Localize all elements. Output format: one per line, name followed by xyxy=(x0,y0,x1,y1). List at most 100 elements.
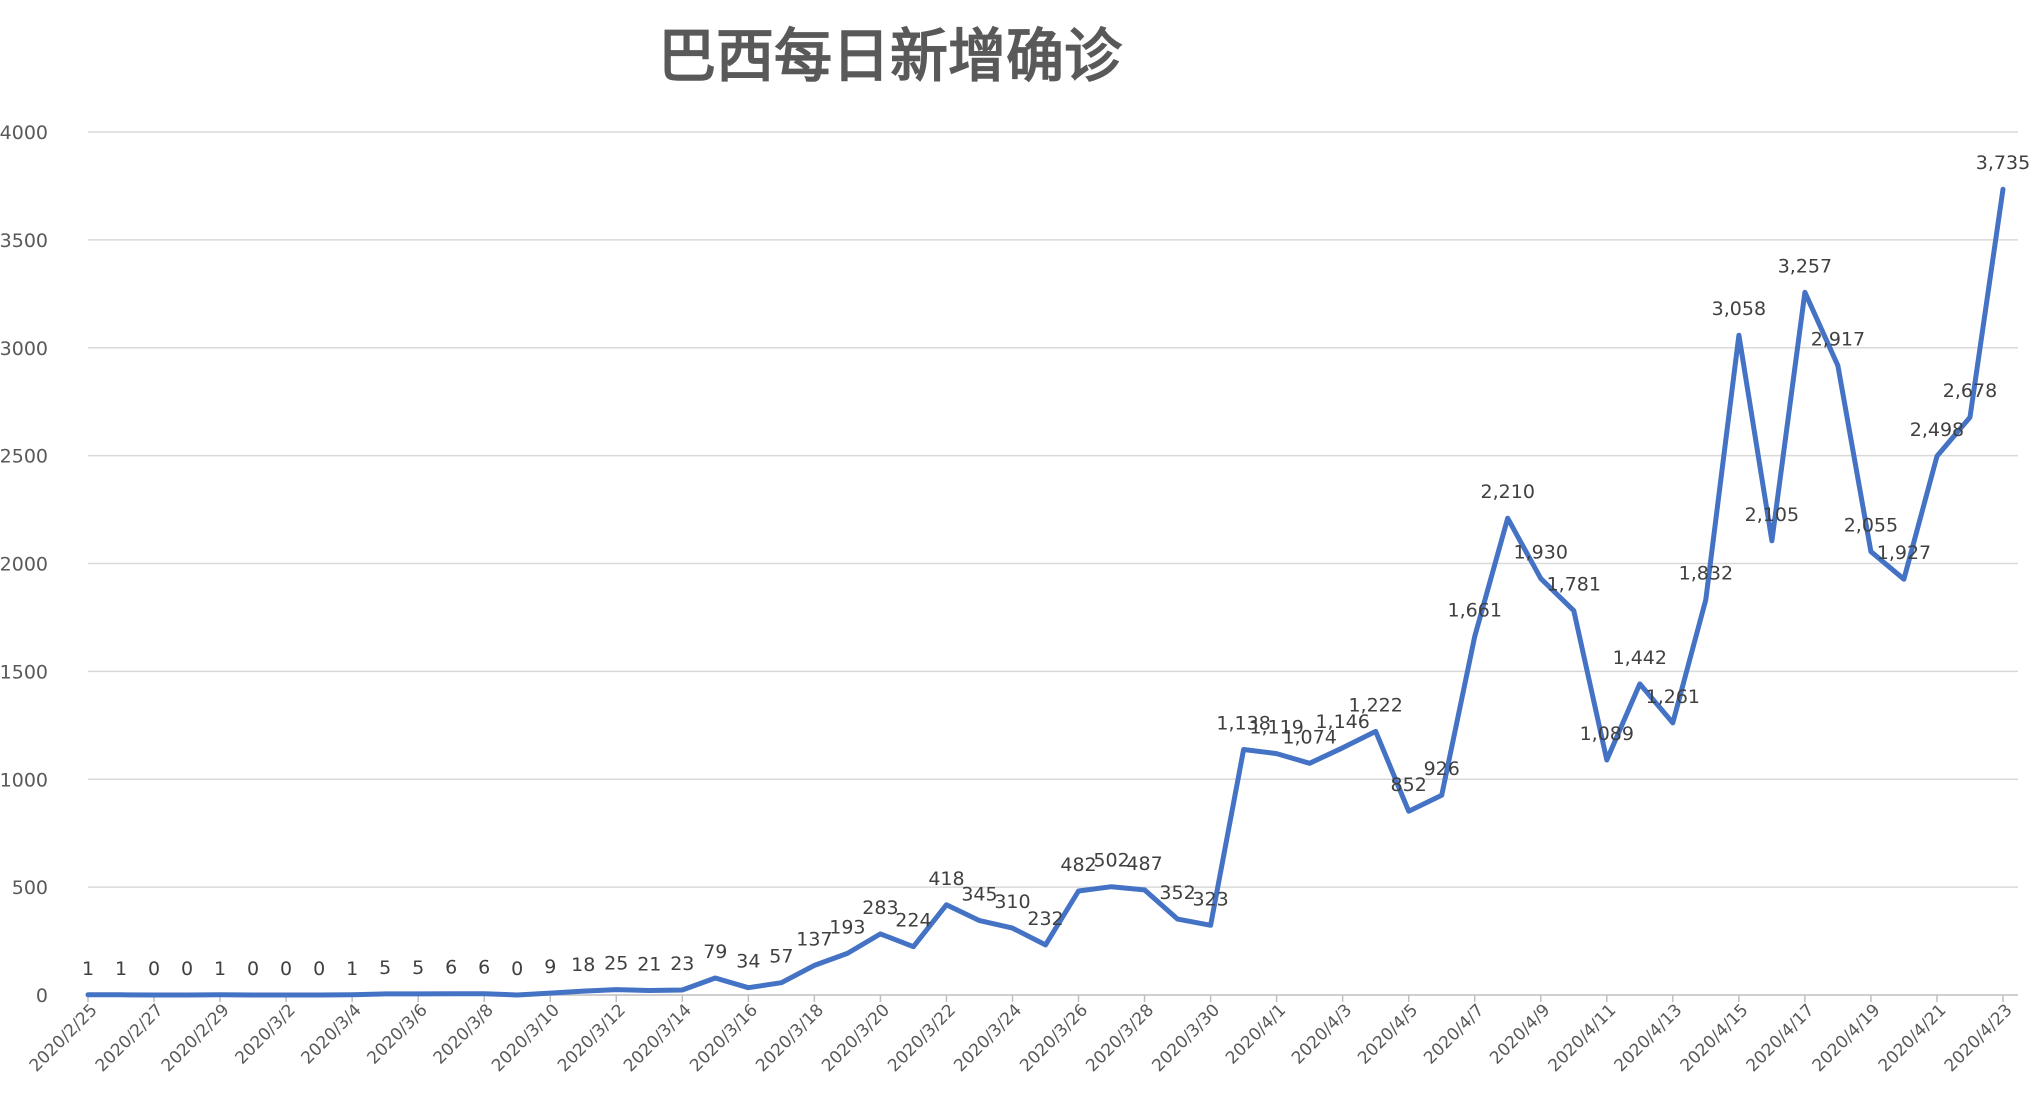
data-label: 2,917 xyxy=(1811,329,1865,351)
x-tick-label: 2020/3/24 xyxy=(950,1000,1026,1076)
x-tick-label: 2020/3/16 xyxy=(686,1000,762,1076)
data-label: 5 xyxy=(379,957,391,979)
x-tick-label: 2020/4/13 xyxy=(1611,1000,1687,1076)
x-tick-label: 2020/4/23 xyxy=(1941,1000,2017,1076)
data-label: 1,832 xyxy=(1679,563,1733,585)
data-label: 0 xyxy=(181,958,193,980)
data-label: 1,442 xyxy=(1613,647,1667,669)
y-tick-label: 3000 xyxy=(0,338,48,360)
chart-title: 巴西每日新增确诊 xyxy=(658,22,1123,90)
data-label: 1,930 xyxy=(1514,542,1568,564)
y-tick-label: 4000 xyxy=(0,122,48,144)
x-tick-label: 2020/3/18 xyxy=(752,1000,828,1076)
data-label: 5 xyxy=(412,957,424,979)
x-tick-label: 2020/4/21 xyxy=(1875,1000,1951,1076)
x-tick-label: 2020/4/7 xyxy=(1420,1000,1488,1068)
data-label: 0 xyxy=(280,958,292,980)
data-label: 34 xyxy=(736,951,760,973)
data-label: 1,781 xyxy=(1547,574,1601,596)
data-label: 310 xyxy=(994,891,1030,913)
x-tick-label: 2020/4/15 xyxy=(1677,1000,1753,1076)
data-label: 23 xyxy=(670,953,694,975)
x-tick-label: 2020/3/20 xyxy=(818,1000,894,1076)
data-label: 232 xyxy=(1027,908,1063,930)
x-tick-label: 2020/4/9 xyxy=(1486,1000,1554,1068)
data-label: 0 xyxy=(148,958,160,980)
data-label: 3,058 xyxy=(1712,298,1766,320)
data-label: 18 xyxy=(571,954,595,976)
x-tick-label: 2020/3/30 xyxy=(1148,1000,1224,1076)
x-tick-label: 2020/2/27 xyxy=(92,1000,168,1076)
data-label: 482 xyxy=(1060,854,1096,876)
data-label: 1,138 xyxy=(1216,712,1270,734)
data-label: 852 xyxy=(1391,774,1427,796)
data-label: 1 xyxy=(115,958,127,980)
data-label: 2,210 xyxy=(1481,481,1535,503)
data-label: 323 xyxy=(1192,888,1228,910)
y-axis-ticks: 0 500 1000 1500 2000 2500 3000 3500 4000 xyxy=(0,122,48,1007)
data-label: 1,261 xyxy=(1646,686,1700,708)
y-tick-label: 3500 xyxy=(0,230,48,252)
y-tick-label: 0 xyxy=(36,985,48,1007)
x-tick-label: 2020/3/26 xyxy=(1016,1000,1092,1076)
data-label: 193 xyxy=(829,916,865,938)
data-label: 6 xyxy=(478,957,490,979)
y-tick-label: 500 xyxy=(12,877,48,899)
data-label: 1,146 xyxy=(1315,711,1369,733)
x-tick-label: 2020/3/14 xyxy=(620,1000,696,1076)
data-label: 3,735 xyxy=(1976,152,2030,174)
x-tick-label: 2020/4/19 xyxy=(1809,1000,1885,1076)
data-label: 1,089 xyxy=(1580,723,1634,745)
series-line xyxy=(85,186,2006,998)
data-label: 1 xyxy=(346,958,358,980)
data-label: 137 xyxy=(796,928,832,950)
x-tick-label: 2020/3/8 xyxy=(430,1000,498,1068)
x-tick-label: 2020/4/17 xyxy=(1743,1000,1819,1076)
y-tick-label: 2500 xyxy=(0,446,48,468)
x-tick-label: 2020/2/25 xyxy=(26,1000,102,1076)
data-label: 6 xyxy=(445,957,457,979)
data-label: 0 xyxy=(247,958,259,980)
data-label: 2,105 xyxy=(1745,504,1799,526)
data-label: 418 xyxy=(928,868,964,890)
y-tick-label: 1000 xyxy=(0,769,48,791)
data-label: 1,074 xyxy=(1282,726,1336,748)
data-label: 352 xyxy=(1159,882,1195,904)
data-label: 283 xyxy=(862,897,898,919)
y-tick-label: 2000 xyxy=(0,554,48,576)
data-label: 21 xyxy=(637,953,661,975)
x-tick-label: 2020/3/22 xyxy=(884,1000,960,1076)
data-label: 2,055 xyxy=(1844,515,1898,537)
x-tick-label: 2020/3/6 xyxy=(364,1000,432,1068)
x-tick-label: 2020/4/5 xyxy=(1354,1000,1422,1068)
data-label: 1,927 xyxy=(1877,542,1931,564)
data-label: 79 xyxy=(703,941,727,963)
data-label: 25 xyxy=(604,953,628,975)
data-label: 1 xyxy=(214,958,226,980)
x-tick-label: 2020/3/10 xyxy=(488,1000,564,1076)
x-tick-label: 2020/3/12 xyxy=(554,1000,630,1076)
data-label: 0 xyxy=(313,958,325,980)
data-label: 345 xyxy=(961,884,997,906)
x-tick-label: 2020/2/29 xyxy=(158,1000,234,1076)
data-label: 3,257 xyxy=(1778,255,1832,277)
x-tick-label: 2020/4/1 xyxy=(1222,1000,1290,1068)
data-label: 926 xyxy=(1424,758,1460,780)
data-label: 9 xyxy=(544,956,556,978)
data-label: 2,498 xyxy=(1910,419,1964,441)
data-label: 1 xyxy=(82,958,94,980)
data-label: 1,222 xyxy=(1348,694,1402,716)
x-tick-label: 2020/4/3 xyxy=(1288,1000,1356,1068)
data-label: 1,661 xyxy=(1448,600,1502,622)
x-tick-label: 2020/4/11 xyxy=(1545,1000,1621,1076)
data-label: 502 xyxy=(1093,850,1129,872)
y-tick-label: 1500 xyxy=(0,661,48,683)
gridlines xyxy=(88,131,2018,996)
x-tick-label: 2020/3/2 xyxy=(232,1000,300,1068)
data-label: 2,678 xyxy=(1943,380,1997,402)
data-label: 224 xyxy=(895,910,931,932)
data-label: 57 xyxy=(769,946,793,968)
x-tick-label: 2020/3/4 xyxy=(298,1000,366,1068)
